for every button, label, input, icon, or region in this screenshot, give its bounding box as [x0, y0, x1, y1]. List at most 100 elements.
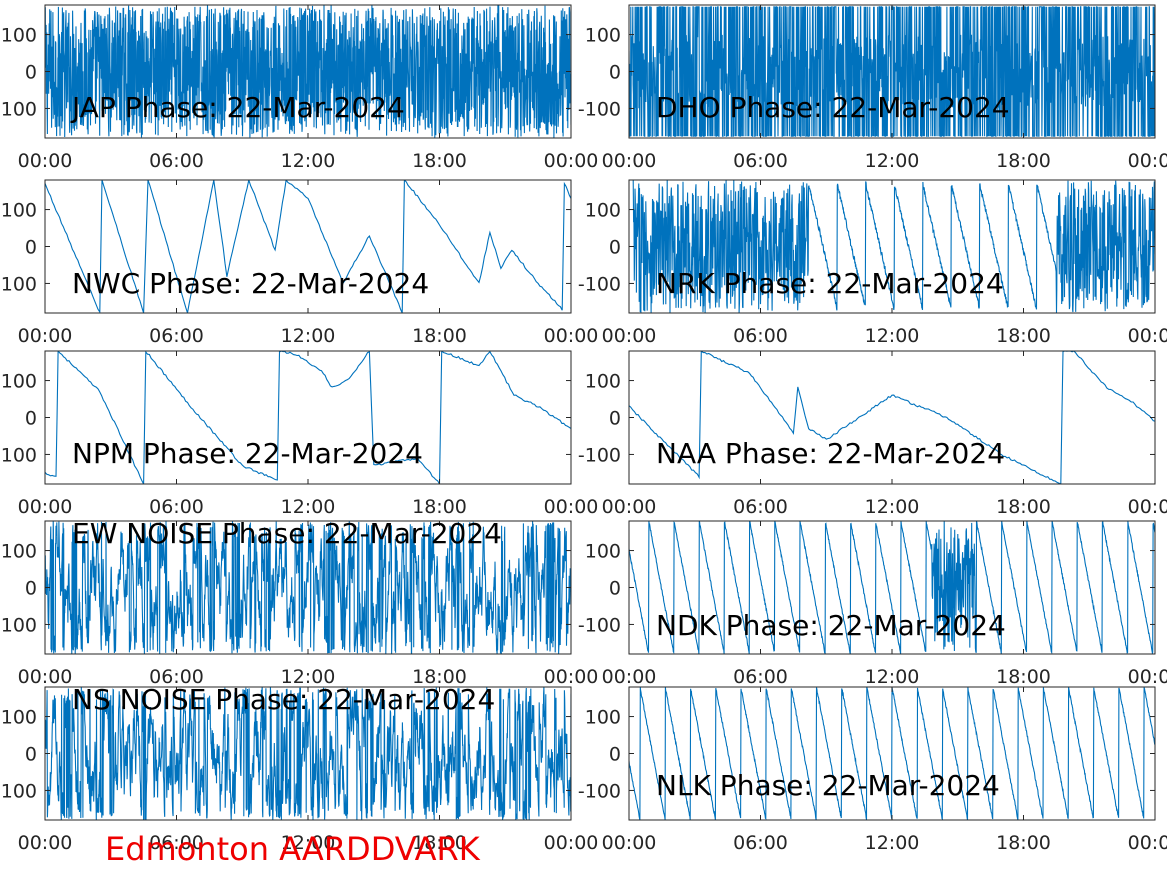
y-tick-label: -100: [0, 780, 37, 802]
x-tick-label: 12:00: [865, 496, 920, 518]
x-tick-label: 06:00: [149, 832, 204, 854]
x-tick-label: 12:00: [281, 666, 336, 688]
phase-series-line: [45, 180, 571, 313]
panel-title: NDK Phase: 22-Mar-2024: [656, 609, 1006, 642]
panel-2: 100 0 -100 00:00 06:00 12:00 18:00 00:00 DHO Pha…: [578, 4, 1167, 172]
x-tick-label: 00:00: [1128, 832, 1167, 854]
x-tick-label: 00:00: [602, 325, 657, 347]
x-tick-label: 00:00: [1128, 666, 1167, 688]
y-tick-label: 0: [609, 578, 621, 600]
x-tick-label: 00:00: [18, 325, 73, 347]
phase-series-line: [45, 521, 571, 654]
x-tick-label: 06:00: [149, 150, 204, 172]
y-tick-label: 100: [585, 25, 621, 47]
y-tick-label: 0: [609, 62, 621, 84]
phase-series-line: [45, 5, 571, 138]
x-tick-label: 06:00: [733, 325, 788, 347]
x-tick-label: 18:00: [412, 496, 467, 518]
x-tick-label: 18:00: [412, 325, 467, 347]
panel-1: 100 0 -100 00:00 06:00 12:00 18:00 00:00 JAP Pha…: [0, 4, 599, 172]
y-tick-label: -100: [0, 98, 37, 120]
x-tick-label: 06:00: [733, 150, 788, 172]
y-tick-label: 100: [1, 707, 37, 729]
x-tick-label: 18:00: [996, 496, 1051, 518]
x-tick-label: 06:00: [733, 666, 788, 688]
panel-title: JAP Phase: 22-Mar-2024: [70, 91, 405, 124]
panel-title: NAA Phase: 22-Mar-2024: [656, 437, 1005, 470]
y-tick-label: -100: [0, 273, 37, 295]
y-tick-label: -100: [0, 614, 37, 636]
y-tick-label: -100: [578, 273, 621, 295]
x-tick-label: 00:00: [602, 666, 657, 688]
panel-title: EW NOISE Phase: 22-Mar-2024: [72, 517, 502, 550]
x-tick-label: 06:00: [733, 496, 788, 518]
x-tick-label: 00:00: [18, 496, 73, 518]
panel-title: NPM Phase: 22-Mar-2024: [72, 437, 423, 470]
x-tick-label: 00:00: [1128, 150, 1167, 172]
y-tick-label: 100: [585, 707, 621, 729]
panel-4: 100 0 -100 00:00 06:00 12:00 18:00 00:00 NRK Pha…: [578, 179, 1167, 347]
x-tick-label: 00:00: [544, 832, 599, 854]
panel-3: 100 0 -100 00:00 06:00 12:00 18:00 00:00 NWC Pha…: [0, 179, 599, 347]
x-tick-label: 18:00: [996, 666, 1051, 688]
x-tick-label: 18:00: [996, 325, 1051, 347]
x-tick-label: 12:00: [865, 325, 920, 347]
x-tick-label: 12:00: [281, 832, 336, 854]
x-tick-label: 18:00: [412, 832, 467, 854]
x-tick-label: 12:00: [281, 496, 336, 518]
y-tick-label: 0: [25, 237, 37, 259]
x-tick-label: 00:00: [544, 325, 599, 347]
x-tick-label: 18:00: [412, 666, 467, 688]
phase-series-line: [45, 351, 571, 484]
x-tick-label: 12:00: [281, 150, 336, 172]
x-tick-label: 00:00: [18, 666, 73, 688]
y-tick-label: 100: [1, 200, 37, 222]
y-tick-label: 100: [1, 25, 37, 47]
x-tick-label: 12:00: [865, 150, 920, 172]
y-tick-label: 0: [25, 578, 37, 600]
x-tick-label: 00:00: [18, 150, 73, 172]
x-tick-label: 00:00: [544, 496, 599, 518]
y-tick-label: 100: [585, 541, 621, 563]
y-tick-label: 100: [585, 371, 621, 393]
x-tick-label: 06:00: [733, 832, 788, 854]
y-tick-label: 0: [609, 408, 621, 430]
x-tick-label: 00:00: [602, 150, 657, 172]
x-tick-label: 18:00: [412, 150, 467, 172]
panel-5: 100 0 -100 00:00 06:00 12:00 18:00 00:00 NPM Pha…: [0, 350, 599, 518]
phase-series-line: [629, 521, 1155, 654]
x-tick-label: 12:00: [865, 832, 920, 854]
x-tick-label: 00:00: [1128, 325, 1167, 347]
x-tick-label: 00:00: [544, 666, 599, 688]
x-tick-label: 00:00: [18, 832, 73, 854]
y-tick-label: 0: [609, 237, 621, 259]
panel-title: NRK Phase: 22-Mar-2024: [656, 267, 1004, 300]
panel-title: NWC Phase: 22-Mar-2024: [72, 267, 429, 300]
x-tick-label: 00:00: [1128, 496, 1167, 518]
x-tick-label: 00:00: [602, 832, 657, 854]
panel-10: 100 0 -100 00:00 06:00 12:00 18:00 00:00 NLK Pha…: [578, 686, 1167, 854]
panel-8: 100 0 -100 00:00 06:00 12:00 18:00 00:00 NDK Pha…: [578, 520, 1167, 688]
y-tick-label: -100: [578, 444, 621, 466]
y-tick-label: 100: [1, 541, 37, 563]
x-tick-label: 00:00: [602, 496, 657, 518]
phase-series-line: [629, 180, 1155, 313]
x-tick-label: 18:00: [996, 832, 1051, 854]
phase-series-line: [45, 687, 571, 820]
panel-9: 100 0 -100 00:00 06:00 12:00 18:00 00:00 NS NOIS…: [0, 683, 598, 854]
y-tick-label: 0: [25, 62, 37, 84]
x-tick-label: 06:00: [149, 325, 204, 347]
y-tick-label: 100: [1, 371, 37, 393]
y-tick-label: -100: [578, 98, 621, 120]
y-tick-label: 0: [25, 744, 37, 766]
x-tick-label: 12:00: [281, 325, 336, 347]
x-tick-label: 00:00: [544, 150, 599, 172]
x-tick-label: 12:00: [865, 666, 920, 688]
panel-title: NLK Phase: 22-Mar-2024: [656, 769, 1000, 802]
panel-6: 100 0 -100 00:00 06:00 12:00 18:00 00:00 NAA Pha…: [578, 350, 1167, 518]
panels-group: 100 0 -100 00:00 06:00 12:00 18:00 00:00 JAP Pha…: [0, 4, 1167, 854]
y-tick-label: -100: [0, 444, 37, 466]
x-tick-label: 18:00: [996, 150, 1051, 172]
x-tick-label: 06:00: [149, 666, 204, 688]
